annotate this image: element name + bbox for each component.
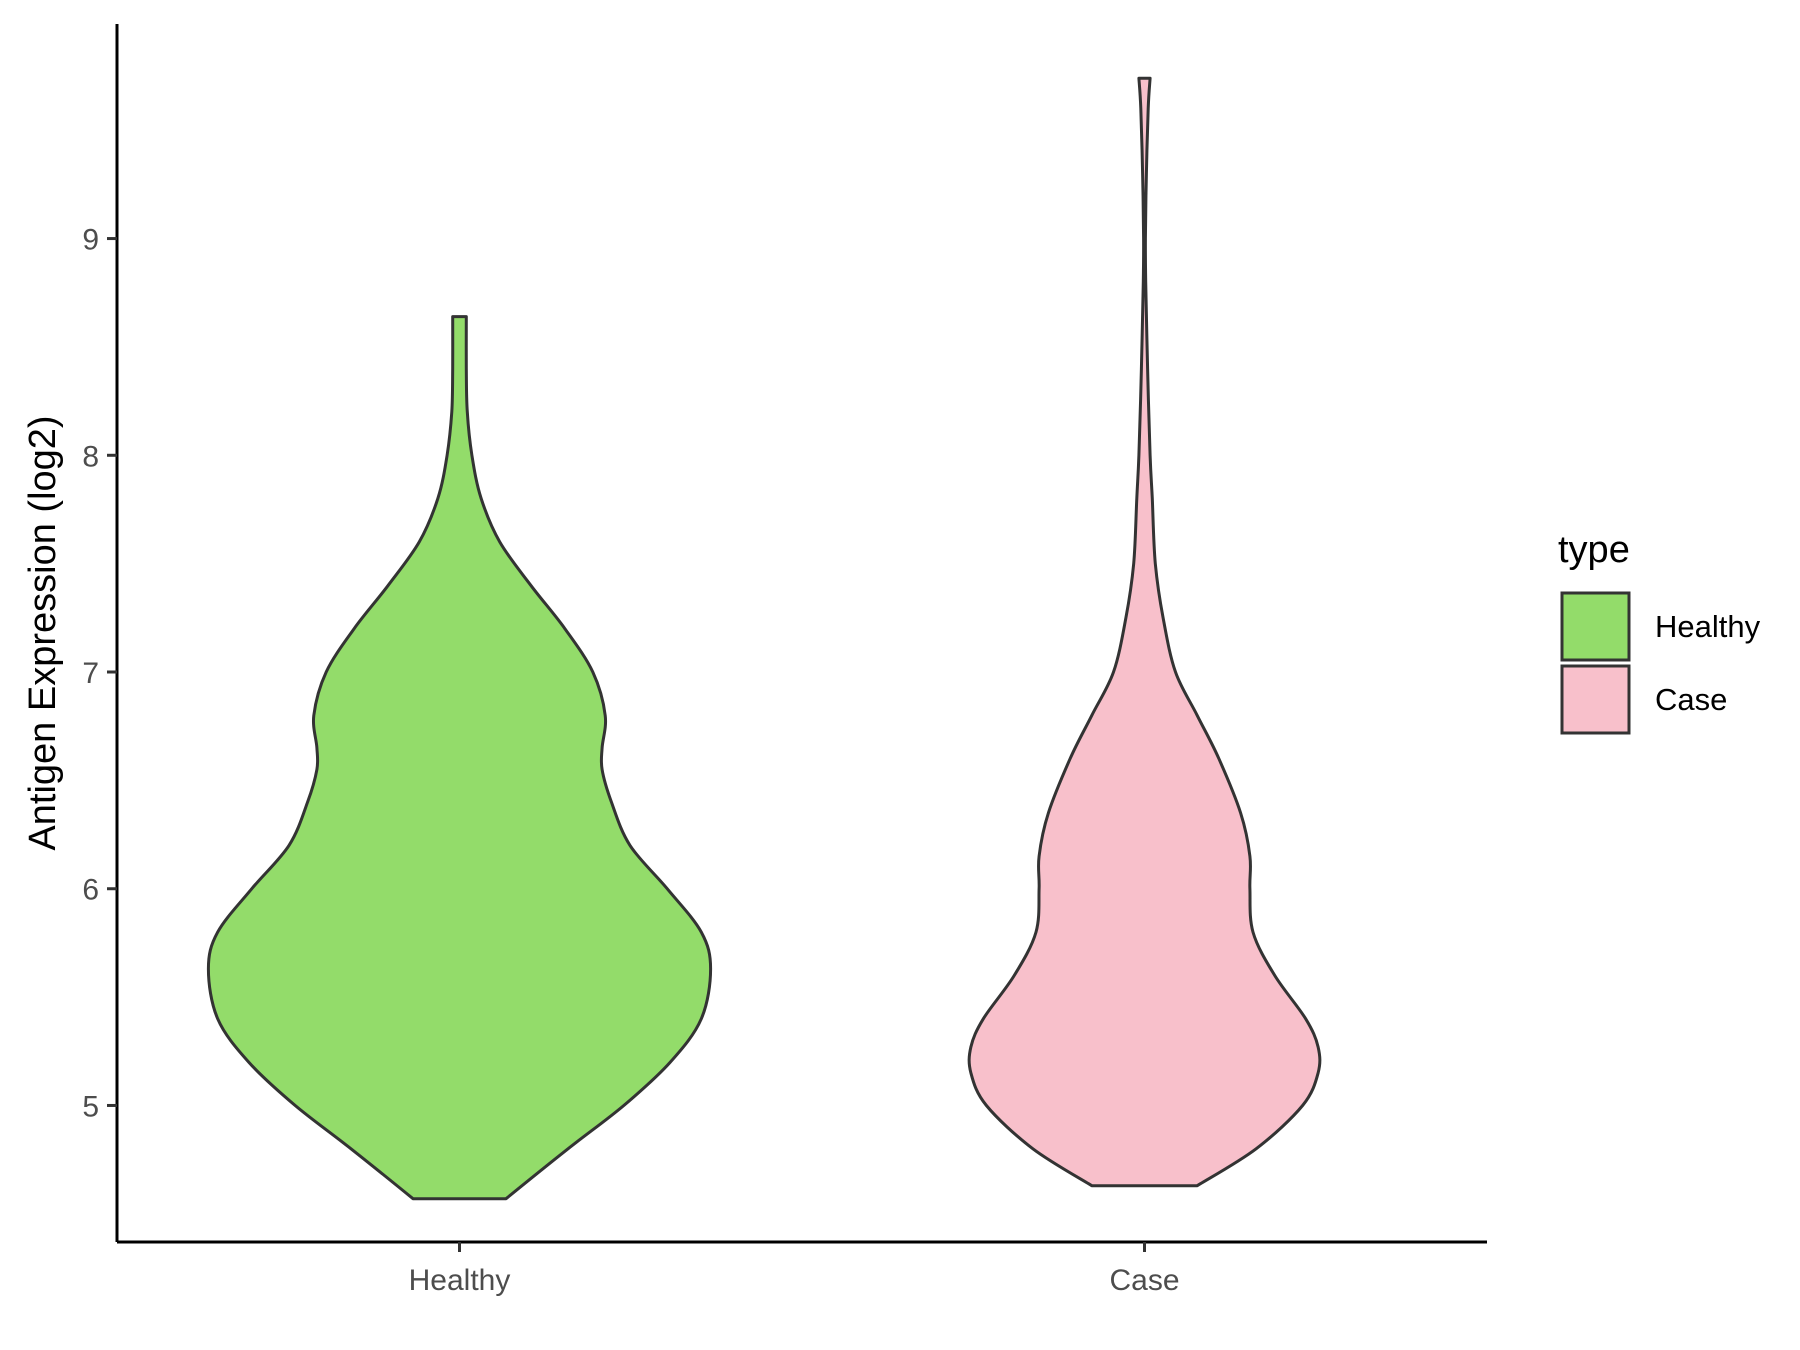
violins bbox=[206, 76, 1322, 1201]
legend: type Healthy Case bbox=[1558, 529, 1761, 735]
y-tick-label: 6 bbox=[82, 874, 99, 907]
legend-label-case: Case bbox=[1655, 682, 1727, 717]
y-tick-label: 7 bbox=[82, 657, 99, 690]
legend-title: type bbox=[1558, 529, 1630, 571]
violin-healthy bbox=[206, 315, 713, 1201]
violin-case bbox=[967, 76, 1322, 1188]
y-tick-label: 9 bbox=[82, 224, 99, 257]
y-tick-label: 8 bbox=[82, 440, 99, 473]
x-tick-label: Healthy bbox=[409, 1264, 511, 1297]
x-tick-label: Case bbox=[1109, 1264, 1179, 1297]
legend-label-healthy: Healthy bbox=[1655, 609, 1761, 644]
legend-swatch-case bbox=[1560, 664, 1631, 735]
y-ticks: 5 6 7 8 9 bbox=[82, 224, 117, 1123]
y-tick-label: 5 bbox=[82, 1090, 99, 1123]
legend-entries: Healthy Case bbox=[1560, 591, 1761, 735]
legend-swatch-healthy bbox=[1560, 591, 1631, 662]
x-ticks: Healthy Case bbox=[409, 1242, 1180, 1297]
plot-area: 5 6 7 8 9 Healthy Case bbox=[82, 24, 1487, 1297]
y-axis-title: Antigen Expression (log2) bbox=[22, 415, 64, 850]
